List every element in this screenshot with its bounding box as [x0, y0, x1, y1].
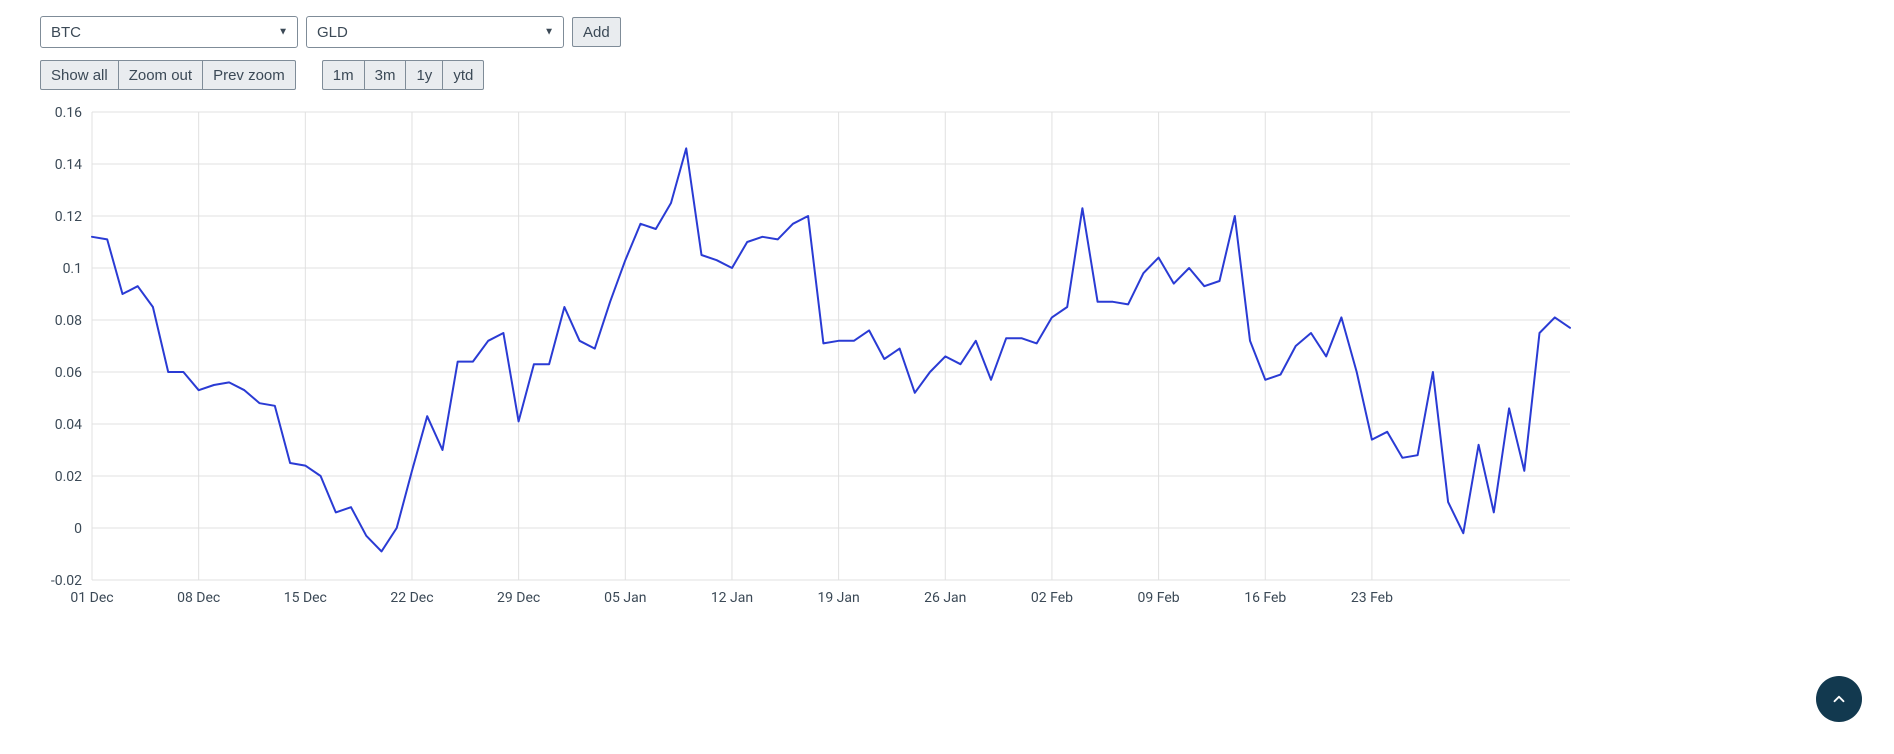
svg-text:-0.02: -0.02: [51, 573, 82, 589]
svg-text:0.1: 0.1: [63, 261, 82, 277]
scroll-top-button[interactable]: [1816, 676, 1862, 722]
svg-text:15 Dec: 15 Dec: [284, 590, 327, 606]
svg-text:26 Jan: 26 Jan: [924, 590, 966, 606]
svg-text:12 Jan: 12 Jan: [711, 590, 753, 606]
svg-text:01 Dec: 01 Dec: [70, 590, 113, 606]
svg-text:0.16: 0.16: [55, 105, 82, 121]
svg-text:0.12: 0.12: [55, 209, 82, 225]
svg-text:22 Dec: 22 Dec: [390, 590, 433, 606]
range-1y-button[interactable]: 1y: [405, 60, 443, 90]
svg-text:0.14: 0.14: [55, 157, 82, 173]
svg-text:05 Jan: 05 Jan: [604, 590, 646, 606]
svg-text:23 Feb: 23 Feb: [1351, 590, 1393, 606]
svg-text:09 Feb: 09 Feb: [1138, 590, 1180, 606]
range-ytd-button[interactable]: ytd: [442, 60, 484, 90]
asset2-select[interactable]: GLD: [306, 16, 564, 48]
zoom-group: Show all Zoom out Prev zoom: [40, 60, 296, 90]
svg-text:08 Dec: 08 Dec: [177, 590, 220, 606]
asset2-select-wrap: GLD ▼: [306, 16, 564, 48]
zoomout-button[interactable]: Zoom out: [118, 60, 203, 90]
svg-text:0.02: 0.02: [55, 469, 82, 485]
chart-svg: -0.02 0 0.02 0.04 0.06 0.08 0.1 0.12 0.14 0.16 01 …: [40, 102, 1580, 622]
zoom-row: Show all Zoom out Prev zoom 1m 3m 1y ytd: [40, 60, 1854, 90]
svg-text:0.08: 0.08: [55, 313, 82, 329]
svg-text:0.06: 0.06: [55, 365, 82, 381]
svg-text:29 Dec: 29 Dec: [497, 590, 540, 606]
svg-text:02 Feb: 02 Feb: [1031, 590, 1073, 606]
prevzoom-button[interactable]: Prev zoom: [202, 60, 296, 90]
asset1-select[interactable]: BTC: [40, 16, 298, 48]
add-button[interactable]: Add: [572, 17, 621, 47]
svg-text:16 Feb: 16 Feb: [1244, 590, 1286, 606]
svg-text:0: 0: [74, 521, 82, 537]
range-3m-button[interactable]: 3m: [364, 60, 407, 90]
svg-text:19 Jan: 19 Jan: [817, 590, 859, 606]
showall-button[interactable]: Show all: [40, 60, 119, 90]
line-chart[interactable]: -0.02 0 0.02 0.04 0.06 0.08 0.1 0.12 0.14 0.16 01 …: [40, 102, 1580, 622]
svg-text:0.04: 0.04: [55, 417, 82, 433]
selector-row: BTC ▼ GLD ▼ Add: [40, 16, 1854, 48]
asset1-select-wrap: BTC ▼: [40, 16, 298, 48]
chevron-up-icon: [1830, 690, 1848, 708]
range-group: 1m 3m 1y ytd: [322, 60, 485, 90]
range-1m-button[interactable]: 1m: [322, 60, 365, 90]
